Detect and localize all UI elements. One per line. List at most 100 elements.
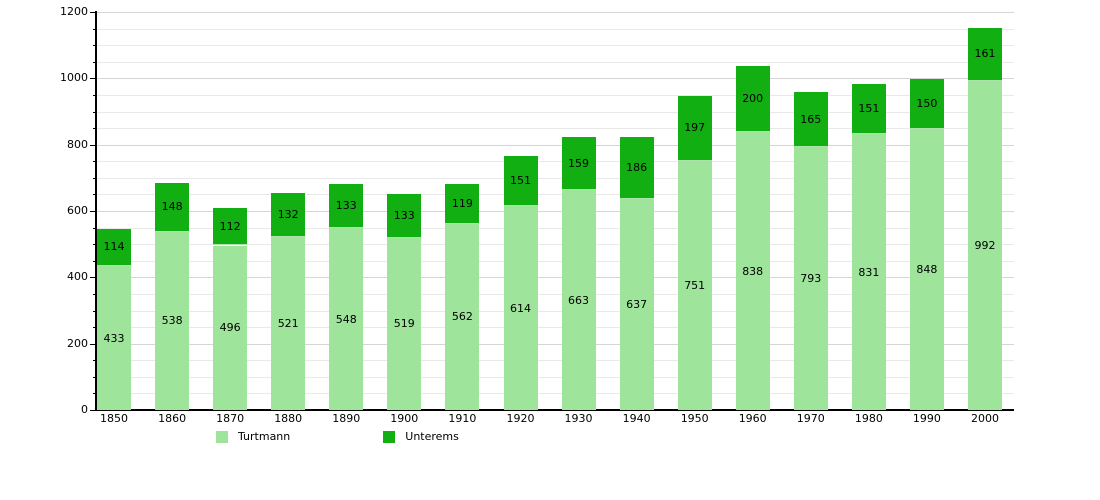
bar-value-label: 538	[161, 314, 183, 328]
x-axis-label-1980: 1980	[854, 412, 883, 425]
y-axis-minor-tick	[93, 111, 96, 113]
major-gridline	[96, 211, 1014, 212]
y-axis-major-tick	[90, 277, 96, 279]
x-axis-label-1920: 1920	[506, 412, 535, 425]
bar-segment-unterems-1880: 132	[271, 193, 306, 238]
y-axis-minor-tick	[93, 128, 96, 130]
x-axis-line	[95, 409, 1014, 411]
y-axis-minor-tick	[93, 45, 96, 47]
minor-gridline	[96, 227, 1014, 229]
minor-gridline	[96, 94, 1014, 96]
x-axis-label-1880: 1880	[274, 412, 303, 425]
bar-segment-turtmann-1870: 496	[213, 245, 248, 410]
x-axis-label-1930: 1930	[564, 412, 593, 425]
minor-gridline	[96, 327, 1014, 329]
y-axis-minor-tick	[93, 177, 96, 179]
legend-swatch-turtmann	[216, 430, 228, 443]
bar-segment-unterems-1950: 197	[677, 95, 712, 161]
y-axis-major-tick	[90, 78, 96, 80]
bar-segment-turtmann-1960: 838	[735, 132, 770, 410]
x-axis-label-1950: 1950	[680, 412, 709, 425]
minor-gridline	[96, 128, 1014, 130]
bar-value-label: 186	[626, 160, 648, 174]
bar-segment-unterems-1870: 112	[213, 208, 248, 246]
x-axis-label-1850: 1850	[100, 412, 128, 425]
bar-segment-turtmann-1880: 521	[271, 237, 306, 410]
y-axis-major-tick	[90, 211, 96, 212]
bar-segment-unterems-1860: 148	[155, 182, 190, 232]
y-axis-major-tick	[90, 12, 96, 13]
y-axis-label: 0	[81, 403, 88, 416]
y-axis-major-tick	[90, 410, 96, 411]
bar-value-label: 159	[568, 156, 589, 170]
minor-gridline	[96, 244, 1014, 246]
y-axis-major-tick	[90, 144, 96, 146]
bar-value-label: 119	[451, 196, 473, 210]
bar-value-label: 562	[451, 310, 473, 324]
bar-value-label: 197	[684, 121, 706, 135]
bar-value-label: 831	[858, 265, 880, 279]
minor-gridline	[96, 393, 1014, 395]
legend-item-turtmann: Turtmann	[216, 430, 290, 443]
y-axis-label: 600	[67, 204, 88, 217]
y-axis-minor-tick	[93, 360, 96, 362]
major-gridline	[96, 343, 1014, 345]
x-axis-label-1910: 1910	[448, 412, 477, 425]
y-axis-minor-tick	[93, 376, 96, 378]
major-gridline	[96, 277, 1014, 279]
bar-value-label: 151	[510, 174, 531, 188]
bar-value-label: 548	[335, 312, 357, 326]
y-axis-major-tick	[90, 343, 96, 345]
x-axis-label-1990: 1990	[912, 412, 941, 425]
y-axis-line	[95, 11, 97, 410]
bar-segment-unterems-1970: 165	[793, 92, 828, 147]
x-axis-label-1860: 1860	[158, 412, 187, 425]
bar-value-label: 133	[393, 208, 415, 222]
bar-value-label: 793	[800, 272, 822, 285]
bar-segment-turtmann-1950: 751	[677, 160, 712, 410]
bar-value-label: 433	[103, 331, 125, 345]
bar-segment-unterems-1960: 200	[735, 65, 770, 132]
bar-value-label: 663	[568, 293, 589, 307]
bar-value-label: 165	[800, 112, 822, 126]
minor-gridline	[96, 61, 1014, 63]
bar-segment-turtmann-1920: 614	[503, 206, 538, 410]
bar-segment-unterems-2000: 161	[968, 27, 1002, 81]
y-axis-minor-tick	[93, 61, 96, 63]
bar-segment-unterems-1910: 119	[445, 184, 480, 224]
y-axis-minor-tick	[93, 293, 96, 295]
bar-segment-unterems-1990: 150	[909, 79, 944, 129]
y-axis-label: 200	[67, 336, 88, 350]
bar-value-label: 112	[219, 219, 241, 233]
bar-segment-turtmann-1900: 519	[387, 237, 422, 410]
bar-value-label: 114	[103, 240, 125, 254]
bar-value-label: 200	[742, 91, 764, 105]
bar-value-label: 838	[742, 264, 764, 278]
minor-gridline	[96, 161, 1014, 163]
legend-label: Unterems	[405, 430, 459, 443]
bar-segment-unterems-1930: 159	[561, 137, 596, 191]
y-axis-label: 800	[67, 137, 88, 151]
bar-segment-unterems-1920: 151	[503, 156, 538, 207]
bar-value-label: 992	[974, 239, 996, 252]
y-axis-minor-tick	[93, 28, 96, 30]
x-axis-label-1890: 1890	[332, 412, 361, 425]
minor-gridline	[96, 177, 1014, 179]
bar-segment-turtmann-2000: 992	[968, 81, 1002, 410]
y-axis-label: 400	[67, 270, 88, 284]
bar-segment-unterems-1900: 133	[387, 193, 422, 238]
x-axis-label-1960: 1960	[738, 412, 767, 425]
minor-gridline	[96, 360, 1014, 362]
bar-value-label: 637	[626, 297, 648, 311]
minor-gridline	[96, 28, 1014, 30]
minor-gridline	[96, 45, 1014, 47]
x-axis-label-1970: 1970	[796, 412, 825, 425]
bar-segment-unterems-1890: 133	[329, 184, 364, 229]
minor-gridline	[96, 310, 1014, 312]
bar-segment-unterems-1940: 186	[619, 137, 654, 199]
y-axis-label: 1000	[60, 71, 88, 85]
minor-gridline	[96, 111, 1014, 113]
bar-value-label: 521	[277, 317, 299, 331]
bar-segment-turtmann-1940: 637	[619, 198, 654, 410]
